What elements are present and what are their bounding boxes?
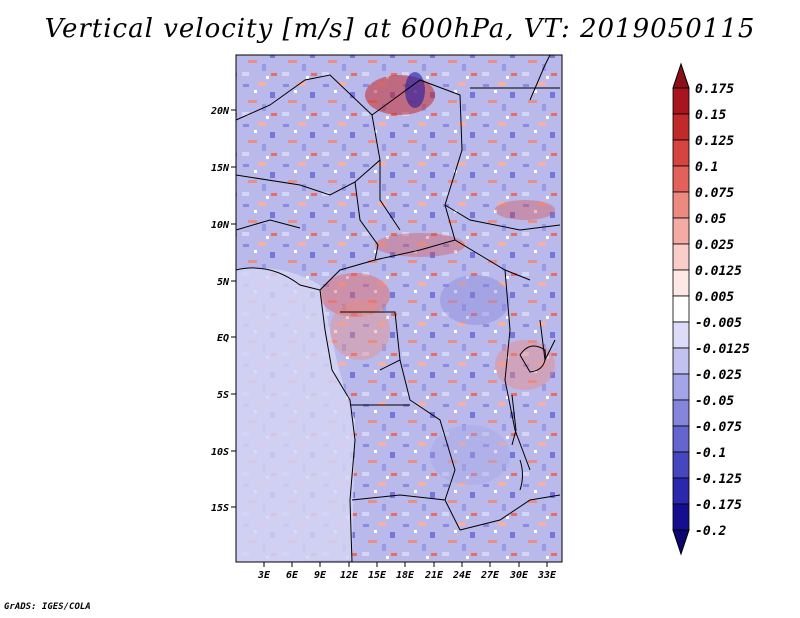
country-borders (235, 54, 561, 563)
lon-label: 30E (509, 570, 529, 581)
lon-label: 3E (257, 570, 271, 581)
colorbar-label: -0.005 (695, 316, 742, 331)
colorbar-segment (672, 399, 690, 427)
lon-label: 33E (537, 570, 557, 581)
colorbar-label: -0.075 (695, 420, 742, 435)
colorbar-label: 0.0125 (695, 264, 742, 279)
colorbar-segment (672, 373, 690, 401)
lat-label: 20N (210, 106, 230, 117)
colorbar-segment (672, 269, 690, 297)
lon-label: 18E (396, 570, 415, 581)
map-plot-area (236, 55, 562, 562)
grads-credit: GrADS: IGES/COLA (4, 602, 91, 612)
lakes (511, 345, 546, 491)
colorbar-label: -0.175 (695, 498, 742, 513)
colorbar-segment (672, 165, 690, 193)
colorbar-label: 0.125 (695, 134, 734, 149)
lon-label: 15E (368, 570, 387, 581)
colorbar-segment (672, 477, 690, 505)
lat-label: 10S (211, 447, 229, 458)
lon-tick-marks (263, 562, 548, 567)
colorbar-label: -0.2 (695, 524, 726, 539)
lat-tick-labels: 20N 15N 10N 5N EQ 5S 10S 15S (210, 106, 230, 514)
colorbar-segment (672, 321, 690, 349)
colorbar-segment (672, 347, 690, 375)
colorbar-segment (672, 503, 690, 531)
colorbar-label: 0.15 (695, 108, 726, 123)
colorbar-segment (672, 451, 690, 479)
colorbar-bottom-arrow (672, 529, 690, 556)
colorbar-label: 0.175 (695, 82, 734, 97)
lat-label: 15S (211, 503, 229, 514)
colorbar-label: 0.1 (695, 160, 718, 175)
colorbar-label: -0.025 (695, 368, 742, 383)
colorbar-label: 0.075 (695, 186, 734, 201)
map-frame (235, 54, 563, 563)
lat-tick-marks (231, 109, 236, 508)
colorbar-segment (672, 139, 690, 167)
colorbar-label: 0.025 (695, 238, 734, 253)
lon-label: 27E (480, 570, 500, 581)
chart-title: Vertical velocity [m/s] at 600hPa, VT: 2… (44, 14, 756, 44)
lon-label: 9E (314, 570, 327, 581)
colorbar-segment (672, 295, 690, 323)
colorbar-segment (672, 191, 690, 219)
lon-label: 6E (286, 570, 299, 581)
lat-label: 10N (211, 220, 230, 231)
colorbar-top-arrow (672, 62, 690, 89)
colorbar-segment (672, 217, 690, 245)
colorbar-label: -0.0125 (695, 342, 750, 357)
colorbar (672, 62, 690, 556)
colorbar-label: -0.05 (695, 394, 734, 409)
colorbar-segment (672, 425, 690, 453)
colorbar-labels: 0.175 0.15 0.125 0.1 0.075 0.05 0.025 0.… (695, 82, 750, 539)
lat-label: EQ (217, 333, 229, 344)
colorbar-label: 0.005 (695, 290, 734, 305)
colorbar-segment (672, 243, 690, 271)
lat-label: 5N (217, 277, 230, 288)
lon-tick-labels: 3E 6E 9E 12E 15E 18E 21E 24E 27E 30E 33E (257, 570, 557, 581)
colorbar-segment (672, 87, 690, 115)
lon-label: 21E (424, 570, 444, 581)
lat-label: 15N (211, 163, 230, 174)
lon-label: 24E (452, 570, 472, 581)
lon-label: 12E (340, 570, 359, 581)
colorbar-label: -0.1 (695, 446, 726, 461)
colorbar-label: 0.05 (695, 212, 726, 227)
colorbar-segment (672, 113, 690, 141)
lat-label: 5S (217, 390, 229, 401)
colorbar-label: -0.125 (695, 472, 742, 487)
